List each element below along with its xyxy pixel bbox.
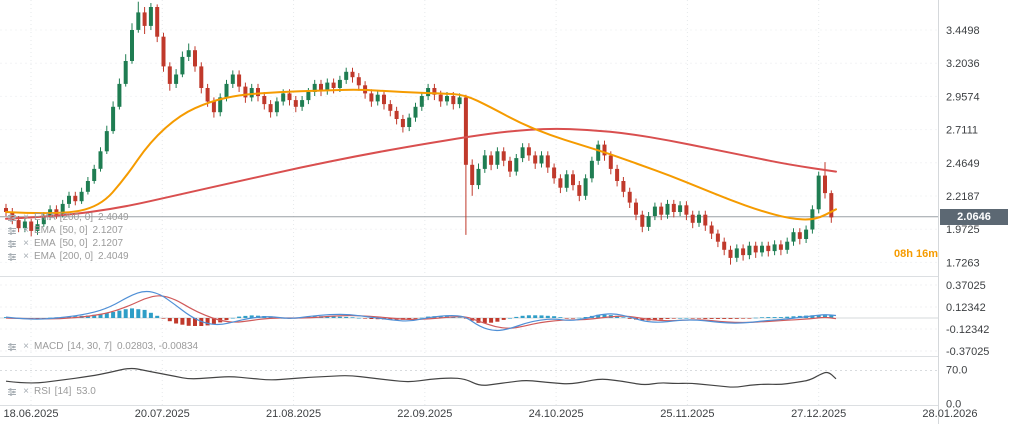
svg-text:25.11.2025: 25.11.2025 (660, 408, 714, 420)
svg-text:24.10.2025: 24.10.2025 (529, 408, 584, 420)
svg-text:3.4498: 3.4498 (946, 25, 980, 37)
indicator-value: 2.4049 (98, 212, 129, 223)
remove-indicator-icon[interactable]: × (23, 340, 29, 352)
indicator-value: 2.1207 (92, 238, 124, 249)
remove-indicator-icon[interactable]: × (23, 237, 29, 249)
remove-indicator-icon[interactable]: × (23, 385, 29, 397)
indicator-params: [50, 0] (59, 238, 88, 249)
indicator-settings-icon[interactable] (6, 212, 18, 223)
legend-row-ema50-a: × EMA [50, 0] 2.1207 (6, 224, 129, 237)
indicator-name: EMA (34, 251, 56, 262)
current-price-badge: 2.0646 (940, 209, 1008, 225)
svg-text:18.06.2025: 18.06.2025 (3, 408, 58, 420)
svg-text:1.7263: 1.7263 (946, 257, 980, 269)
indicator-settings-icon[interactable] (6, 341, 18, 352)
svg-text:22.09.2025: 22.09.2025 (397, 408, 452, 420)
svg-text:2.2187: 2.2187 (946, 191, 980, 203)
indicator-name: RSI (34, 386, 51, 397)
indicator-settings-icon[interactable] (6, 225, 18, 236)
indicator-settings-icon[interactable] (6, 251, 18, 262)
indicator-params: [50, 0] (59, 225, 88, 236)
svg-text:2.4649: 2.4649 (946, 158, 980, 170)
indicator-settings-icon[interactable] (6, 386, 18, 397)
indicator-settings-icon[interactable] (6, 238, 18, 249)
indicator-name: EMA (34, 238, 56, 249)
indicator-params: [200, 0] (59, 251, 94, 262)
svg-text:0.37025: 0.37025 (946, 280, 986, 292)
indicator-value: 53.0 (76, 386, 96, 397)
svg-text:2.9574: 2.9574 (946, 91, 980, 103)
indicator-params: [200, 0] (59, 212, 94, 223)
candle-countdown: 08h 16m (893, 248, 938, 260)
svg-text:2.7111: 2.7111 (946, 125, 978, 137)
legend-row-ema200-b: × EMA [200, 0] 2.4049 (6, 250, 129, 263)
legend-row-ema50-b: × EMA [50, 0] 2.1207 (6, 237, 129, 250)
svg-text:20.07.2025: 20.07.2025 (135, 408, 190, 420)
legend-row-rsi: × RSI [14] 53.0 (6, 385, 96, 398)
svg-text:0.0: 0.0 (946, 399, 961, 411)
remove-indicator-icon[interactable]: × (23, 211, 29, 223)
rsi-legend: × RSI [14] 53.0 (6, 385, 96, 398)
svg-text:1.9725: 1.9725 (946, 224, 980, 236)
macd-legend: × MACD [14, 30, 7] 0.02803, -0.00834 (6, 340, 198, 353)
svg-text:0.12342: 0.12342 (946, 302, 986, 314)
indicator-value: 2.1207 (92, 225, 124, 236)
indicator-name: EMA (34, 212, 56, 223)
price-indicator-legend: × EMA [200, 0] 2.4049 × EMA [50, 0] 2.12… (6, 211, 129, 263)
svg-text:28.01.2026: 28.01.2026 (922, 408, 977, 420)
svg-text:27.12.2025: 27.12.2025 (791, 408, 846, 420)
indicator-name: EMA (34, 225, 56, 236)
indicator-params: [14, 30, 7] (67, 341, 112, 352)
indicator-name: MACD (34, 341, 64, 352)
svg-text:-0.37025: -0.37025 (946, 346, 989, 358)
legend-row-macd: × MACD [14, 30, 7] 0.02803, -0.00834 (6, 340, 198, 353)
svg-text:70.0: 70.0 (946, 365, 967, 377)
remove-indicator-icon[interactable]: × (23, 224, 29, 236)
svg-text:3.2036: 3.2036 (946, 58, 980, 70)
indicator-value: 2.4049 (98, 251, 129, 262)
remove-indicator-icon[interactable]: × (23, 250, 29, 262)
svg-text:-0.12342: -0.12342 (946, 324, 989, 336)
indicator-params: [14] (54, 386, 72, 397)
legend-row-ema200-a: × EMA [200, 0] 2.4049 (6, 211, 129, 224)
svg-text:21.08.2025: 21.08.2025 (266, 408, 321, 420)
indicator-value: 0.02803, -0.00834 (116, 341, 199, 352)
